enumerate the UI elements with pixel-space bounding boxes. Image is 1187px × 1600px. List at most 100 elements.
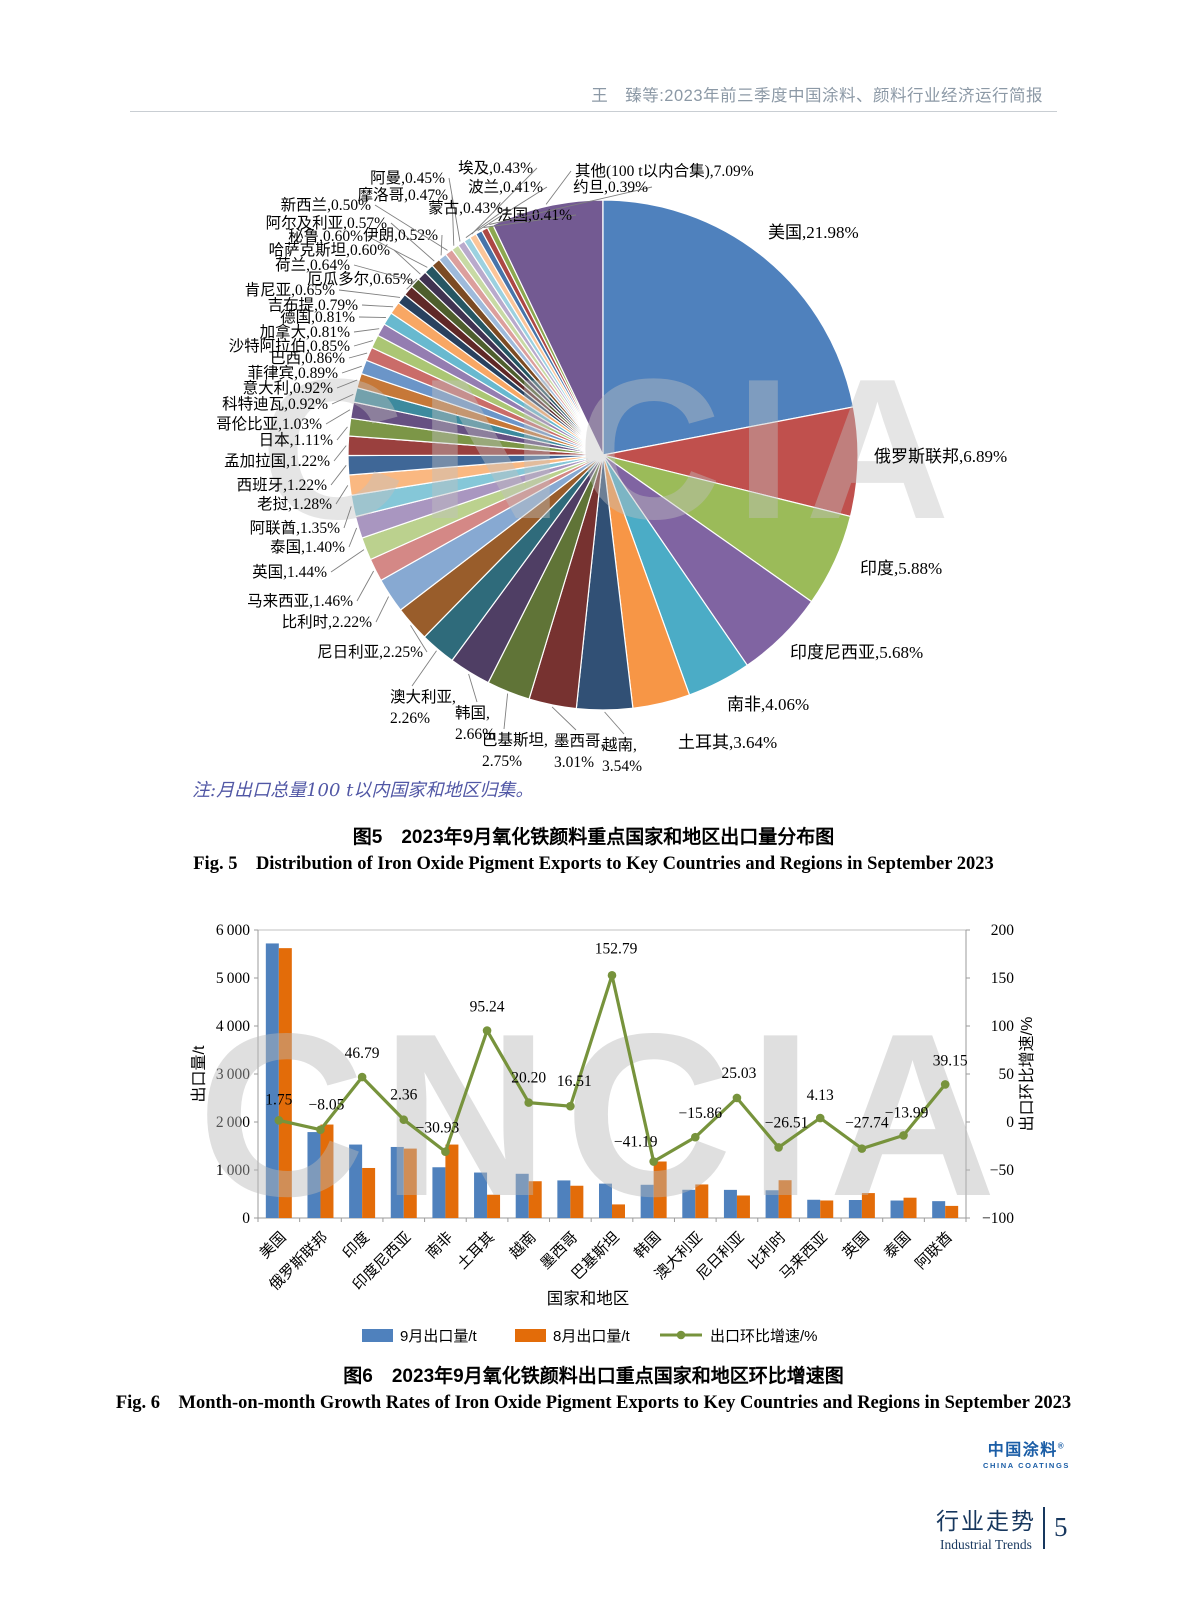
- bar-september: [848, 1200, 862, 1218]
- leader-line: [440, 234, 443, 256]
- pie-slice-label: 墨西哥, 3.01%: [554, 733, 604, 771]
- growth-marker: [774, 1143, 783, 1152]
- pie-slice-label: 泰国,1.40%: [270, 538, 345, 556]
- bar-september: [723, 1189, 737, 1218]
- growth-value-label: 152.79: [595, 940, 638, 957]
- growth-marker: [274, 1116, 284, 1125]
- growth-value-label: 46.79: [345, 1045, 380, 1062]
- bar-september: [932, 1201, 946, 1218]
- growth-marker: [566, 1101, 575, 1111]
- pie-slice-label: 摩洛哥,0.47%: [358, 186, 449, 204]
- bar-september: [682, 1189, 696, 1218]
- right-axis-tick-label: −100: [982, 1210, 1014, 1227]
- pie-slice-label: 沙特阿拉伯,0.85%: [229, 337, 351, 355]
- bar-september: [515, 1173, 529, 1218]
- pie-chart: CNCIA 美国,21.98% 俄罗斯联邦,6.89% 印度,5.88% 印度尼西亚,5…: [216, 159, 1007, 775]
- pie-slice-label: 马来西亚,1.46%: [247, 592, 353, 610]
- bar-september: [349, 1144, 363, 1218]
- pie-slice-label: 厄瓜多尔,0.65%: [307, 270, 413, 288]
- pie-slice-label: 埃及,0.43%: [458, 159, 533, 177]
- pie-slice: [492, 199, 604, 456]
- header-rule: [130, 111, 1057, 112]
- logo-zh: 中国涂料®: [987, 1441, 1066, 1459]
- pie-slice-label: 土耳其,3.64%: [678, 733, 777, 752]
- publisher-logo: 中国涂料® CHINA COATINGS: [983, 1436, 1070, 1470]
- legend-label-growth: 出口环比增速/%: [710, 1328, 818, 1345]
- leader-line: [356, 570, 374, 602]
- bar-august: [820, 1200, 834, 1218]
- fig6-caption-en: Fig. 6 Month-on-month Growth Rates of Ir…: [115, 1393, 1072, 1413]
- leader-line: [489, 186, 653, 225]
- bar-august: [778, 1180, 792, 1218]
- bar-august: [403, 1148, 417, 1218]
- growth-marker: [732, 1093, 742, 1103]
- legend-swatch-september: [362, 1329, 393, 1342]
- growth-value-label: 16.51: [557, 1073, 592, 1090]
- leader-line: [361, 304, 394, 308]
- growth-marker: [899, 1131, 908, 1140]
- leader-line: [483, 214, 577, 228]
- growth-marker: [524, 1098, 534, 1107]
- growth-value-label: 2.36: [390, 1087, 417, 1104]
- growth-marker: [690, 1132, 700, 1142]
- right-axis-tick-label: 200: [991, 922, 1015, 939]
- leader-line: [393, 249, 421, 275]
- pie-slice-label: 德国,0.81%: [280, 308, 355, 326]
- leader-line: [604, 711, 625, 735]
- growth-value-label: −13.99: [885, 1104, 929, 1121]
- pie-slice-label: 阿尔及利亚,0.57%: [266, 214, 388, 232]
- left-axis-tick-label: 2 000: [216, 1114, 250, 1131]
- bar-september: [432, 1167, 446, 1218]
- growth-value-label: 25.03: [722, 1065, 757, 1082]
- pie-slice: [602, 199, 855, 456]
- leader-line: [366, 235, 428, 268]
- leader-line: [374, 204, 448, 251]
- pie-slice-label: 尼日利亚,2.25%: [317, 643, 423, 661]
- bar-september: [599, 1183, 612, 1218]
- bar-september: [640, 1184, 654, 1218]
- pie-slice-label: 法国,0.41%: [497, 206, 572, 224]
- leader-line: [325, 409, 351, 425]
- section-title-en: Industrial Trends: [940, 1537, 1032, 1552]
- fig5-caption-en: Fig. 5 Distribution of Iron Oxide Pigmen…: [193, 854, 994, 874]
- growth-marker: [607, 971, 617, 980]
- growth-marker: [357, 1072, 367, 1082]
- bar-august: [362, 1167, 376, 1218]
- leader-line: [471, 167, 538, 235]
- bar-august: [861, 1193, 875, 1218]
- left-axis-tick-label: 5 000: [216, 970, 250, 987]
- leader-line: [468, 673, 478, 703]
- leader-line: [406, 278, 418, 290]
- leader-line: [348, 352, 368, 359]
- growth-marker: [482, 1026, 492, 1035]
- growth-marker: [649, 1157, 658, 1166]
- pie-slice-label: 波兰,0.41%: [468, 178, 543, 196]
- pie-slice-label: 哈萨克斯坦,0.60%: [269, 241, 391, 259]
- fig6-caption-zh: 图6 2023年9月氧化铁颜料出口重点国家和地区环比增速图: [343, 1366, 844, 1387]
- left-axis-tick-label: 4 000: [216, 1018, 250, 1035]
- pie-slice-label: 印度尼西亚,5.68%: [790, 643, 923, 662]
- page-header: 王 臻等:2023年前三季度中国涂料、颜料行业经济运行简报: [591, 87, 1043, 105]
- pie-slice-label: 吉布提,0.79%: [268, 296, 359, 314]
- bar-august: [445, 1144, 459, 1218]
- legend-label-september: 9月出口量/t: [400, 1328, 478, 1345]
- leader-line: [336, 379, 358, 389]
- bar-august: [695, 1184, 709, 1218]
- growth-marker: [857, 1144, 867, 1153]
- leader-line: [503, 693, 509, 730]
- pie-slice-label: 南非,4.06%: [727, 695, 809, 714]
- pie-slice-label: 比利时,2.22%: [282, 613, 373, 631]
- right-axis-tick-label: 150: [991, 970, 1015, 987]
- pie-slice-label: 美国,21.98%: [768, 223, 859, 242]
- pie-slice-label: 老挝,1.28%: [257, 495, 332, 513]
- bar-august: [320, 1124, 334, 1218]
- left-axis-tick-label: 1 000: [216, 1162, 250, 1179]
- growth-marker: [316, 1125, 325, 1135]
- pie-slice-label: 蒙古,0.43%: [428, 199, 503, 217]
- leader-line: [410, 625, 428, 653]
- growth-value-label: 95.24: [470, 999, 505, 1016]
- pie-slice-label: 韩国, 2.66%: [455, 704, 495, 743]
- growth-marker: [441, 1147, 450, 1156]
- logo-en: CHINA COATINGS: [983, 1461, 1070, 1470]
- pie-slice-label: 越南, 3.54%: [602, 736, 642, 775]
